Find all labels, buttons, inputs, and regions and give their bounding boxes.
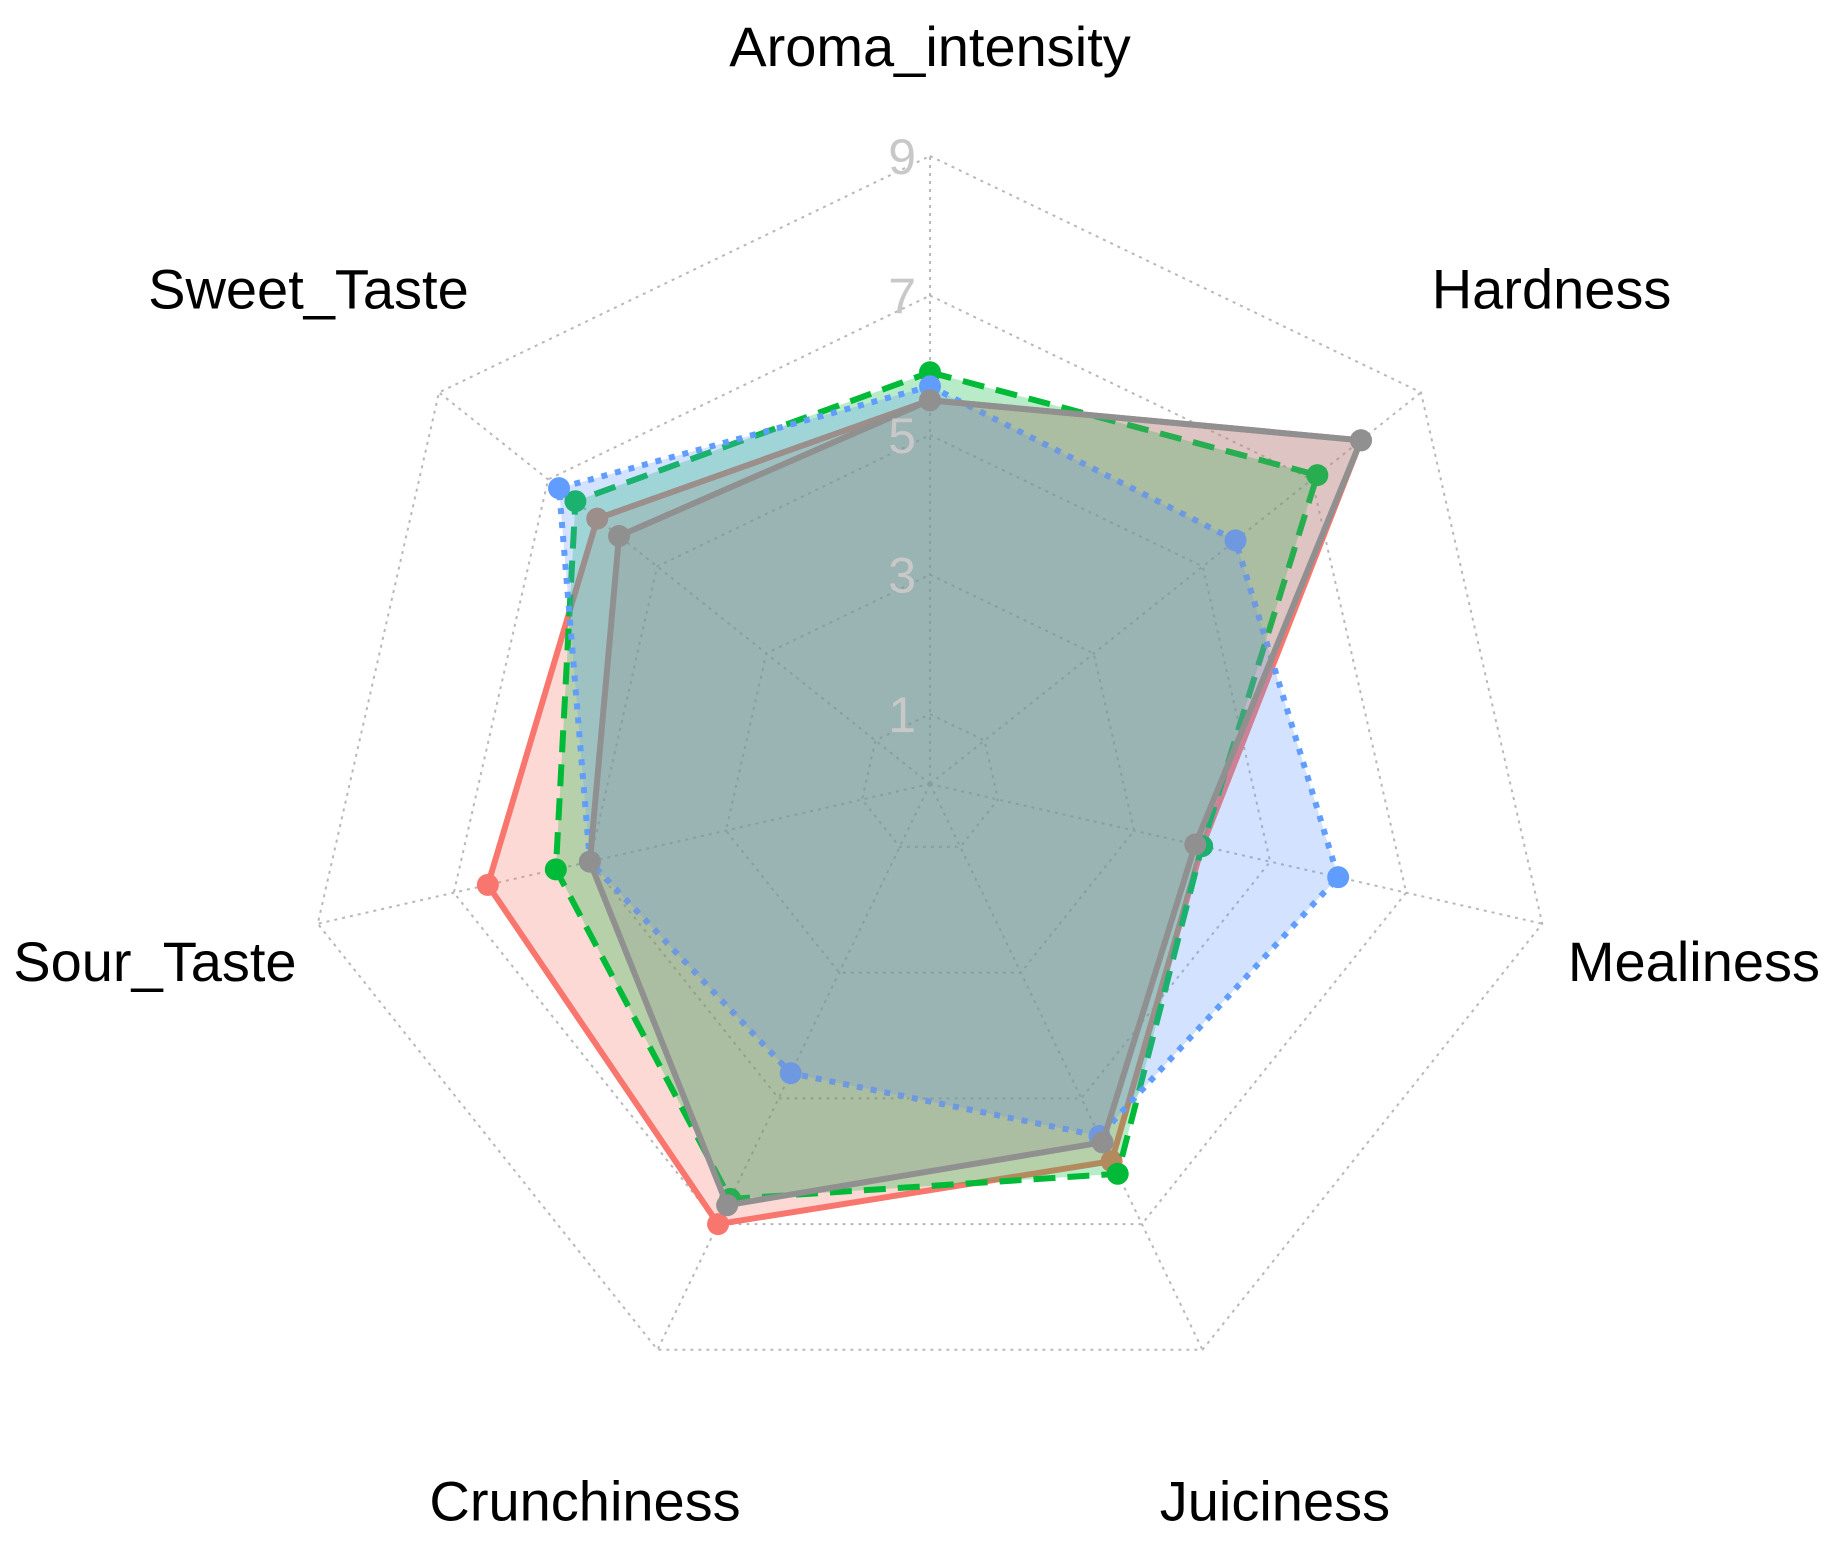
axis-label-juiciness: Juiciness [1160, 1469, 1390, 1532]
series-4-point-mealiness [1184, 833, 1207, 856]
series-1-point-crunchiness [707, 1213, 730, 1236]
axis-label-hardness: Hardness [1432, 257, 1672, 320]
series-4-point-sour_taste [578, 850, 601, 873]
series-4-point-crunchiness [716, 1194, 739, 1217]
series-3-point-sweet_taste [548, 477, 571, 500]
spoke-sweet_taste [438, 391, 931, 785]
series-4-point-aroma_intensity [919, 389, 941, 412]
series-1-point-sweet_taste [586, 507, 609, 530]
tick-label-7: 7 [888, 269, 916, 325]
series-2 [544, 361, 1329, 1210]
axis-label-sweet_taste: Sweet_Taste [148, 257, 469, 320]
series-2-point-sour_taste [544, 858, 567, 881]
series-3-point-mealiness [1327, 866, 1350, 889]
axis-label-aroma_intensity: Aroma_intensity [729, 15, 1131, 78]
axis-label-sour_taste: Sour_Taste [13, 930, 296, 993]
series-4-point-hardness [1349, 429, 1372, 452]
series-2-area [552, 369, 1321, 1202]
tick-labels: 1 3 5 7 9 [888, 129, 916, 743]
series-4-area [586, 397, 1364, 1209]
tick-label-9: 9 [888, 129, 916, 185]
spoke-mealiness [929, 783, 1543, 925]
grid-ring-7 [452, 294, 1408, 1226]
series-1-point-sour_taste [476, 873, 499, 896]
series-4-point-sweet_taste [608, 525, 631, 548]
axis-labels: Aroma_intensity Hardness Mealiness Juicines… [13, 15, 1820, 1532]
series-4-point-juiciness [1091, 1131, 1114, 1154]
series-2-point-hardness [1306, 464, 1329, 487]
series-3-area [556, 383, 1342, 1140]
grid-ring-9 [316, 154, 1544, 1351]
axis-label-mealiness: Mealiness [1568, 930, 1820, 993]
series-layer [476, 361, 1372, 1236]
grid-ring-5 [588, 434, 1272, 1100]
series-2-point-sweet_taste [564, 490, 587, 513]
series-3-point-hardness [1224, 529, 1247, 552]
tick-label-5: 5 [888, 408, 916, 464]
series-4 [578, 389, 1372, 1217]
grid-ring-1 [860, 713, 1000, 848]
series-3 [548, 375, 1350, 1148]
series-2-point-juiciness [1106, 1162, 1129, 1185]
spoke-hardness [929, 391, 1422, 785]
spoke-sour_taste [317, 783, 931, 925]
axis-label-crunchiness: Crunchiness [429, 1469, 740, 1532]
series-3-point-crunchiness [779, 1062, 802, 1085]
tick-label-3: 3 [888, 548, 916, 604]
tick-label-1: 1 [888, 687, 916, 743]
spoke-juiciness [929, 783, 1204, 1351]
